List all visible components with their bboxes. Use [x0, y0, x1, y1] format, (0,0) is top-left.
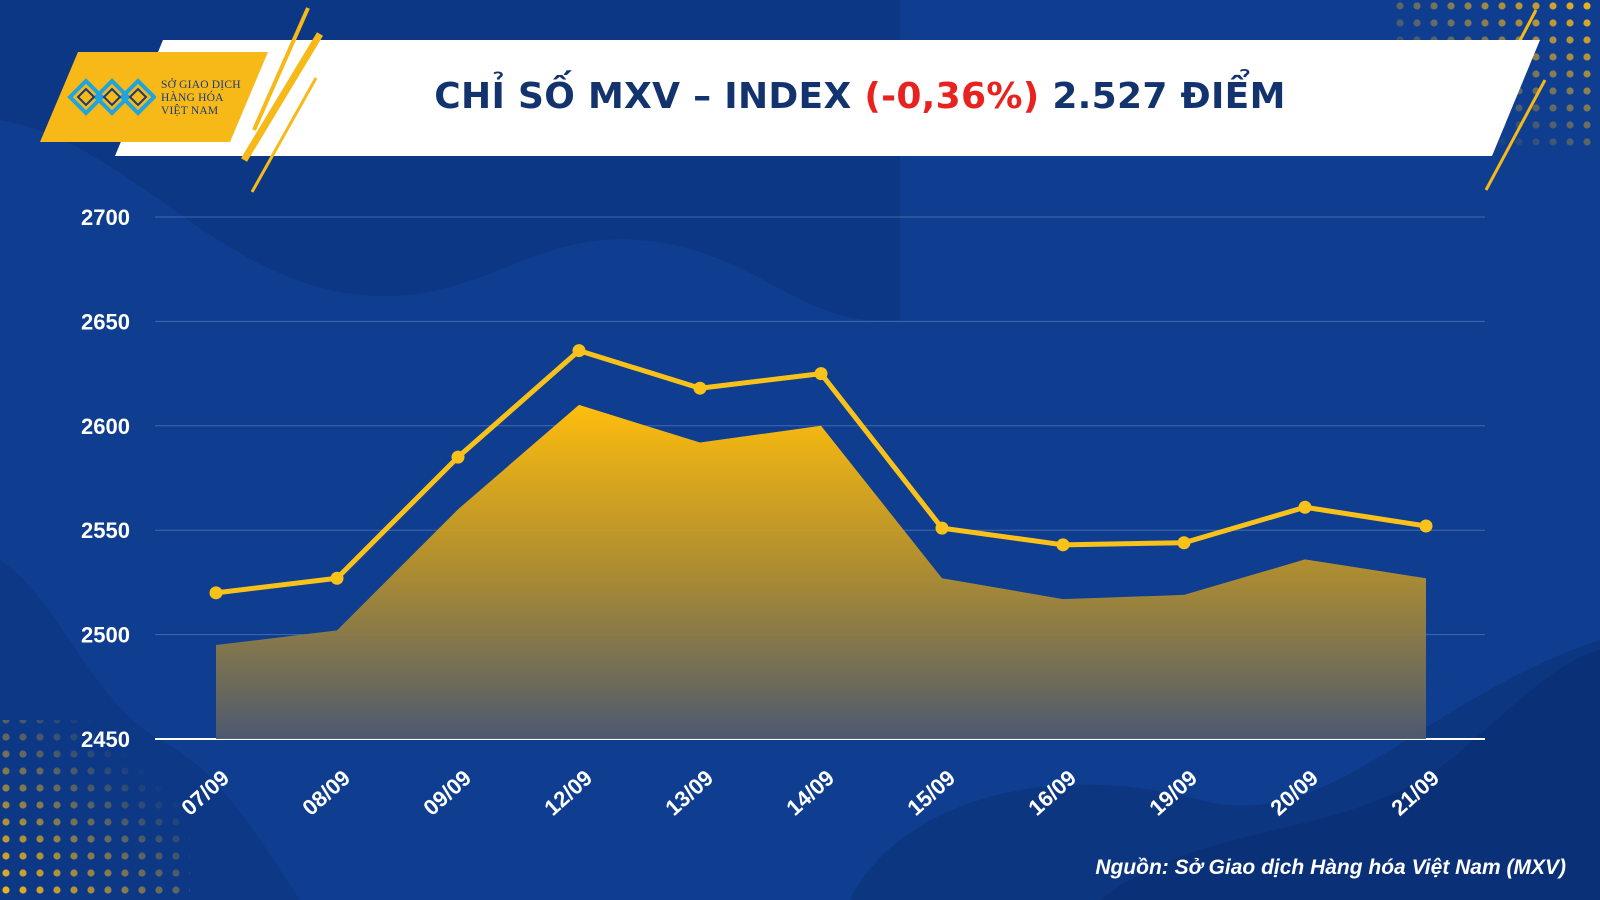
source-note: Nguồn: Sở Giao dịch Hàng hóa Việt Nam (M… [1095, 856, 1566, 879]
area-series [216, 404, 1426, 739]
x-tick-label: 09/09 [418, 765, 476, 820]
y-tick-label: 2550 [81, 518, 130, 543]
line-point [935, 521, 949, 535]
y-tick-label: 2700 [81, 205, 130, 230]
line-point [572, 344, 586, 358]
title-main: CHỈ SỐ MXV – INDEX [434, 76, 865, 117]
x-tick-label: 08/09 [297, 765, 355, 820]
title-banner [115, 40, 1540, 156]
x-tick-label: 07/09 [176, 765, 234, 820]
x-tick-label: 12/09 [539, 765, 597, 820]
title-value: 2.527 ĐIỂM [1039, 76, 1286, 117]
x-tick-label: 16/09 [1023, 765, 1081, 820]
title-change: (-0,36%) [864, 76, 1040, 117]
y-tick-label: 2650 [81, 309, 130, 334]
x-tick-label: 15/09 [902, 765, 960, 820]
y-tick-label: 2450 [81, 727, 130, 752]
chart-title: CHỈ SỐ MXV – INDEX (-0,36%) 2.527 ĐIỂM [300, 76, 1420, 117]
logo-line-3: VIỆT NAM [161, 105, 219, 117]
line-point [209, 586, 223, 600]
line-point [451, 450, 465, 464]
line-point [814, 367, 828, 381]
logo-text: SỞ GIAO DỊCH HÀNG HÓA VIỆT NAM [161, 79, 261, 118]
logo-line-2: HÀNG HÓA [161, 92, 224, 104]
line-point [1298, 500, 1312, 514]
logo-line-1: SỞ GIAO DỊCH [161, 79, 241, 91]
line-point [693, 381, 707, 395]
x-tick-label: 14/09 [781, 765, 839, 820]
line-point [1177, 536, 1191, 550]
area-series-fill [216, 404, 1426, 739]
x-tick-label: 21/09 [1386, 765, 1444, 820]
y-tick-label: 2600 [81, 414, 130, 439]
x-tick-label: 19/09 [1144, 765, 1202, 820]
line-point [330, 571, 344, 585]
line-point [1419, 519, 1433, 533]
mxv-logo-icon [67, 78, 156, 116]
line-point [1056, 538, 1070, 552]
line-series [209, 344, 1433, 600]
x-tick-label: 13/09 [660, 765, 718, 820]
y-tick-label: 2500 [81, 623, 130, 648]
x-tick-label: 20/09 [1265, 765, 1323, 820]
